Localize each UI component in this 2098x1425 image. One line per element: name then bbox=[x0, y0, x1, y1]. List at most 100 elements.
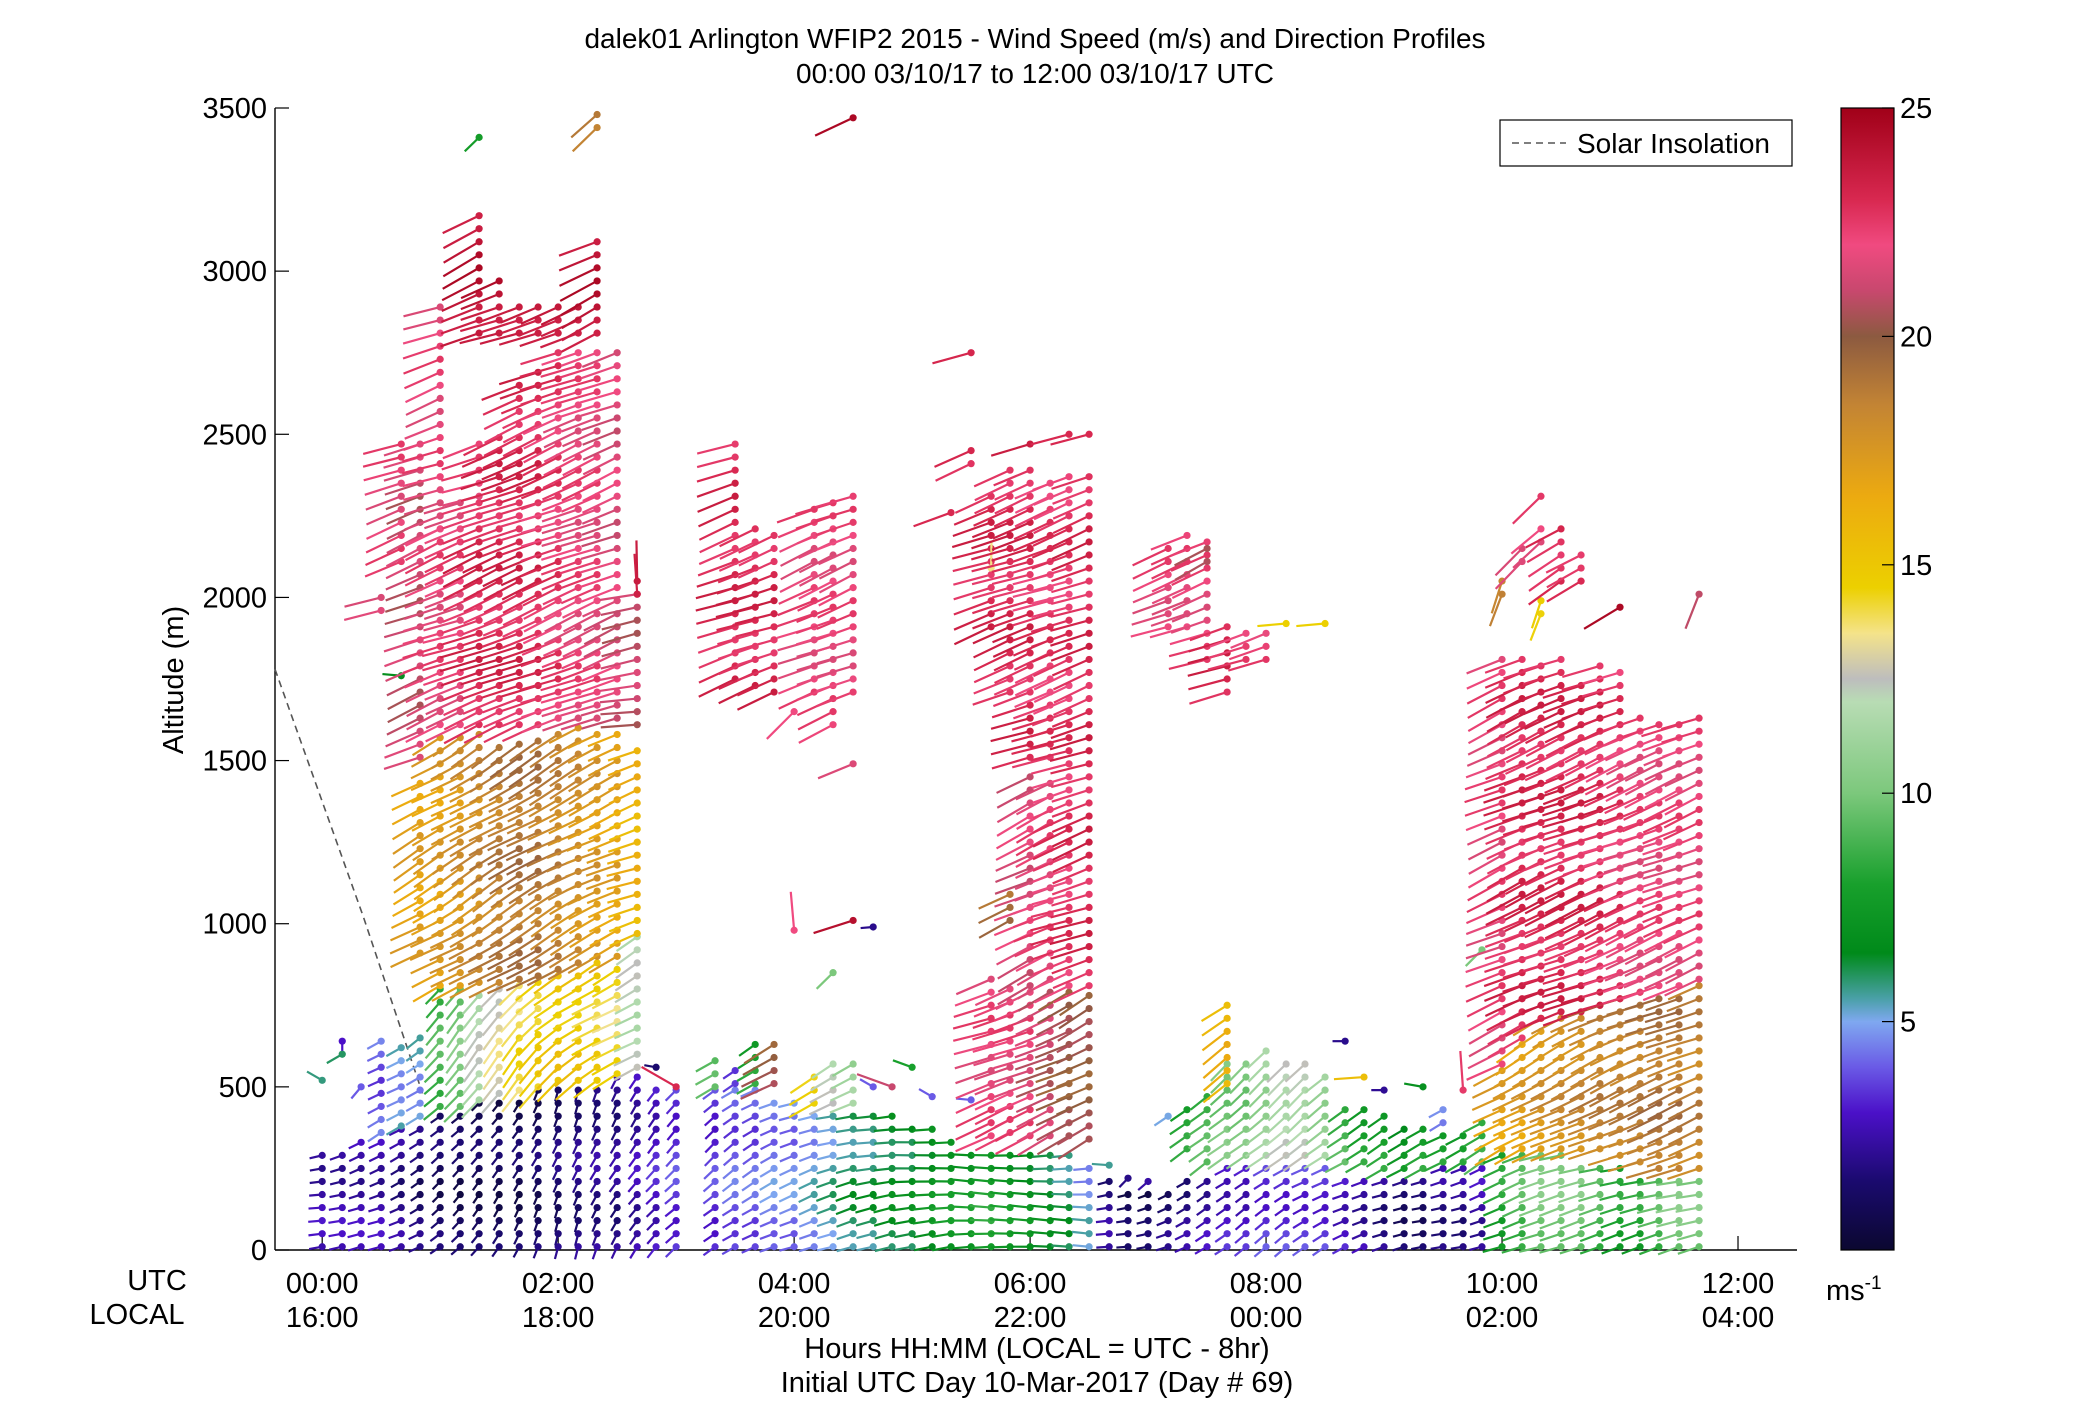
wind-barb-point bbox=[987, 1132, 995, 1140]
wind-barb-point bbox=[849, 760, 857, 768]
wind-barb bbox=[581, 531, 621, 548]
wind-barb bbox=[393, 871, 424, 894]
wind-barb bbox=[506, 946, 542, 969]
wind-barb bbox=[719, 525, 759, 548]
wind-barb bbox=[401, 460, 444, 475]
wind-barb-point bbox=[357, 1083, 365, 1091]
wind-barb bbox=[759, 1112, 778, 1123]
wind-barb-point bbox=[495, 1089, 503, 1097]
wind-barb-stalk bbox=[392, 886, 421, 906]
wind-barb bbox=[406, 694, 444, 718]
wind-barb-stalk bbox=[541, 495, 579, 512]
wind-barb bbox=[452, 1190, 464, 1204]
wind-barb-point bbox=[1085, 1177, 1093, 1186]
wind-barb-point bbox=[593, 1076, 601, 1084]
wind-barb bbox=[390, 1164, 405, 1176]
wind-barb-stalk bbox=[469, 785, 500, 805]
wind-barb bbox=[329, 1190, 346, 1199]
wind-barb-point bbox=[554, 796, 562, 804]
wind-barb bbox=[403, 355, 444, 375]
wind-barb-stalk bbox=[566, 837, 598, 852]
wind-barb bbox=[522, 584, 562, 607]
x-tick-label-local: 02:00 bbox=[1466, 1302, 1539, 1334]
wind-barb bbox=[499, 316, 542, 335]
wind-barb-stalk bbox=[405, 723, 441, 744]
wind-barb-stalk bbox=[405, 397, 441, 416]
wind-barb-point bbox=[534, 1177, 542, 1186]
wind-barb-stalk bbox=[460, 292, 500, 311]
wind-barb bbox=[393, 858, 424, 882]
wind-barb-point bbox=[534, 1112, 542, 1120]
wind-barb bbox=[431, 1177, 444, 1191]
x-tick-label-local: 04:00 bbox=[1702, 1302, 1775, 1334]
wind-barb bbox=[572, 1190, 582, 1206]
wind-barb-point bbox=[416, 1034, 424, 1042]
wind-barb bbox=[721, 1177, 739, 1193]
wind-barb-point bbox=[554, 492, 562, 500]
wind-barb-stalk bbox=[528, 942, 559, 964]
wind-barb bbox=[561, 316, 601, 342]
wind-barb-point bbox=[849, 544, 857, 553]
wind-barb bbox=[410, 1177, 424, 1189]
wind-barb bbox=[741, 1177, 759, 1192]
wind-barb-stalk bbox=[560, 508, 598, 524]
wind-barb-point bbox=[1065, 929, 1073, 938]
wind-barb-point bbox=[1223, 1099, 1231, 1107]
wind-barb bbox=[532, 1243, 542, 1259]
wind-barb-point bbox=[751, 1203, 759, 1212]
wind-barb bbox=[560, 401, 601, 418]
wind-barb bbox=[520, 349, 562, 366]
wind-barb-point bbox=[534, 802, 542, 810]
wind-barb bbox=[601, 629, 641, 645]
wind-barb-stalk bbox=[599, 697, 638, 704]
wind-barb-point bbox=[1203, 1145, 1211, 1153]
wind-barb-point bbox=[456, 1076, 464, 1084]
wind-barb-stalk bbox=[561, 482, 598, 502]
wind-barb-stalk bbox=[461, 527, 500, 544]
wind-barb-stalk bbox=[562, 638, 598, 658]
wind-barb bbox=[566, 887, 601, 906]
wind-barb-point bbox=[711, 1099, 719, 1107]
wind-barb-point bbox=[1026, 479, 1034, 487]
wind-barb-point bbox=[436, 420, 444, 429]
wind-barb-stalk bbox=[386, 534, 421, 555]
wind-barb bbox=[641, 1065, 680, 1091]
wind-barb bbox=[366, 518, 405, 540]
wind-barb-point bbox=[1085, 642, 1093, 650]
wind-barb-stalk bbox=[411, 815, 441, 832]
wind-barb-point bbox=[849, 649, 857, 657]
wind-barb-point bbox=[1242, 1086, 1250, 1094]
wind-barb bbox=[471, 1164, 483, 1179]
wind-barb-point bbox=[593, 440, 601, 448]
wind-barb-point bbox=[1183, 1177, 1191, 1186]
wind-barb bbox=[646, 1217, 660, 1231]
wind-barb-point bbox=[515, 694, 523, 703]
wind-barb-point bbox=[416, 557, 424, 566]
wind-barb bbox=[439, 642, 483, 659]
wind-barb-stalk bbox=[540, 690, 579, 704]
wind-barb bbox=[405, 1047, 424, 1062]
wind-barb-stalk bbox=[592, 968, 618, 987]
wind-barb-point bbox=[672, 1190, 680, 1199]
wind-barb bbox=[591, 1125, 601, 1141]
wind-barb bbox=[431, 1203, 444, 1217]
wind-barb bbox=[480, 486, 523, 503]
wind-barb-stalk bbox=[614, 988, 638, 1004]
wind-barb-point bbox=[515, 486, 523, 494]
wind-barb-point bbox=[751, 1190, 759, 1199]
wind-barb-point bbox=[416, 1086, 424, 1094]
wind-barb bbox=[664, 1177, 680, 1193]
wind-barb-point bbox=[829, 721, 837, 729]
wind-barb-stalk bbox=[609, 815, 638, 830]
wind-barb-point bbox=[593, 1177, 601, 1186]
wind-barb bbox=[511, 1125, 523, 1140]
wind-barb-stalk bbox=[697, 638, 736, 654]
wind-barb bbox=[430, 812, 464, 832]
wind-barb bbox=[425, 1011, 444, 1033]
wind-barb-point bbox=[633, 629, 641, 637]
wind-barb bbox=[608, 1151, 621, 1168]
wind-barb bbox=[481, 538, 523, 558]
wind-barb-stalk bbox=[559, 677, 598, 693]
wind-barb bbox=[429, 956, 464, 975]
